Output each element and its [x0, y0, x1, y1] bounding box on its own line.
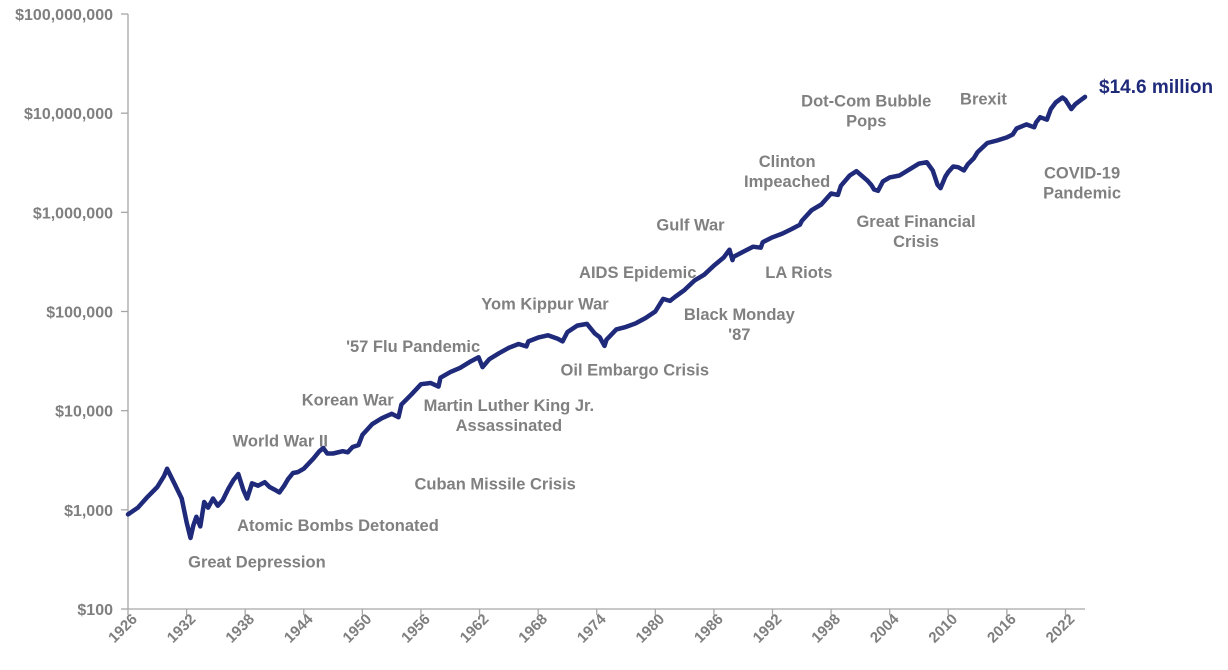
event-annotation: Great Financial Crisis [856, 213, 975, 251]
event-annotation: World War II [233, 433, 328, 451]
event-label: Oil Embargo Crisis [561, 362, 710, 380]
event-annotation: Gulf War [656, 217, 725, 235]
event-label: Martin Luther King Jr. [424, 397, 595, 415]
event-label: Yom Kippur War [481, 296, 609, 314]
y-tick-label: $10,000 [55, 404, 113, 421]
event-annotation: Atomic Bombs Detonated [237, 517, 439, 535]
event-annotation: Cuban Missile Crisis [414, 475, 575, 493]
event-label: COVID-19 [1044, 164, 1120, 182]
event-label: Cuban Missile Crisis [414, 475, 575, 493]
event-label: Assassinated [456, 417, 562, 435]
series-line [125, 94, 1088, 541]
event-annotation: Great Depression [188, 554, 326, 572]
event-annotation: Korean War [302, 391, 395, 409]
event-annotation: Dot-Com Bubble Pops [801, 92, 931, 130]
y-tick-label: $1,000,000 [33, 205, 113, 222]
x-tick-label: 1962 [457, 611, 493, 647]
end-value-label: $14.6 million [1099, 77, 1213, 98]
y-tick-label: $100 [77, 602, 113, 619]
event-label: Dot-Com Bubble [801, 92, 931, 110]
x-tick-label: 1938 [222, 611, 258, 647]
event-label: '57 Flu Pandemic [346, 338, 480, 356]
x-tick-label: 2010 [925, 611, 961, 647]
y-tick-label: $100,000 [46, 305, 113, 322]
y-tick-label: $10,000,000 [24, 106, 113, 123]
x-tick-label: 1932 [164, 611, 200, 647]
x-tick-label: 1944 [281, 610, 317, 646]
event-label: World War II [233, 433, 328, 451]
x-tick-label: 1986 [691, 611, 727, 647]
event-annotation: COVID-19 Pandemic [1043, 164, 1121, 202]
event-label: Clinton [759, 153, 816, 171]
event-annotation: Black Monday '87 [684, 306, 796, 344]
event-label: Pandemic [1043, 184, 1121, 202]
x-tick-label: 1980 [633, 611, 669, 647]
x-tick-label: 2022 [1043, 611, 1079, 647]
event-annotation: AIDS Epidemic [579, 264, 696, 282]
event-label: Crisis [893, 233, 939, 251]
x-tick-label: 1992 [750, 611, 786, 647]
event-label: AIDS Epidemic [579, 264, 696, 282]
x-axis-ticks: 1926 1932 1938 1944 1950 1956 1962 1968 1974 1980… [105, 609, 1078, 646]
x-tick-label: 1956 [398, 611, 434, 647]
y-tick-label: $1,000 [64, 503, 113, 520]
x-tick-label: 1968 [515, 611, 551, 647]
event-annotation: Yom Kippur War [481, 296, 609, 314]
event-label: Black Monday [684, 306, 796, 324]
event-label: Brexit [960, 91, 1007, 109]
event-annotation: Martin Luther King Jr. Assassinated [424, 397, 595, 435]
event-label: Great Depression [188, 554, 326, 572]
event-annotation: LA Riots [765, 264, 832, 282]
event-label: Atomic Bombs Detonated [237, 517, 439, 535]
event-annotation: '57 Flu Pandemic [346, 338, 480, 356]
event-label: Pops [846, 112, 886, 130]
event-annotation: Oil Embargo Crisis [561, 362, 710, 380]
event-annotation: Clinton Impeached [744, 153, 830, 191]
event-label: Gulf War [656, 217, 725, 235]
y-axis-ticks: $100,000,000 $10,000,000 $1,000,000 $100,00… [15, 7, 128, 619]
event-label: '87 [728, 326, 750, 344]
event-label: LA Riots [765, 264, 832, 282]
x-tick-label: 2004 [867, 610, 903, 646]
event-label: Korean War [302, 391, 395, 409]
x-tick-label: 1974 [574, 610, 610, 646]
event-label: Impeached [744, 173, 830, 191]
event-annotation: Brexit [960, 91, 1007, 109]
y-tick-label: $100,000,000 [15, 7, 113, 24]
x-tick-label: 2016 [984, 611, 1020, 647]
x-tick-label: 1950 [340, 611, 376, 647]
event-annotations: Great Depression Atomic Bombs Detonated Wo… [188, 91, 1121, 572]
event-label: Great Financial [856, 213, 975, 231]
x-tick-label: 1998 [808, 611, 844, 647]
